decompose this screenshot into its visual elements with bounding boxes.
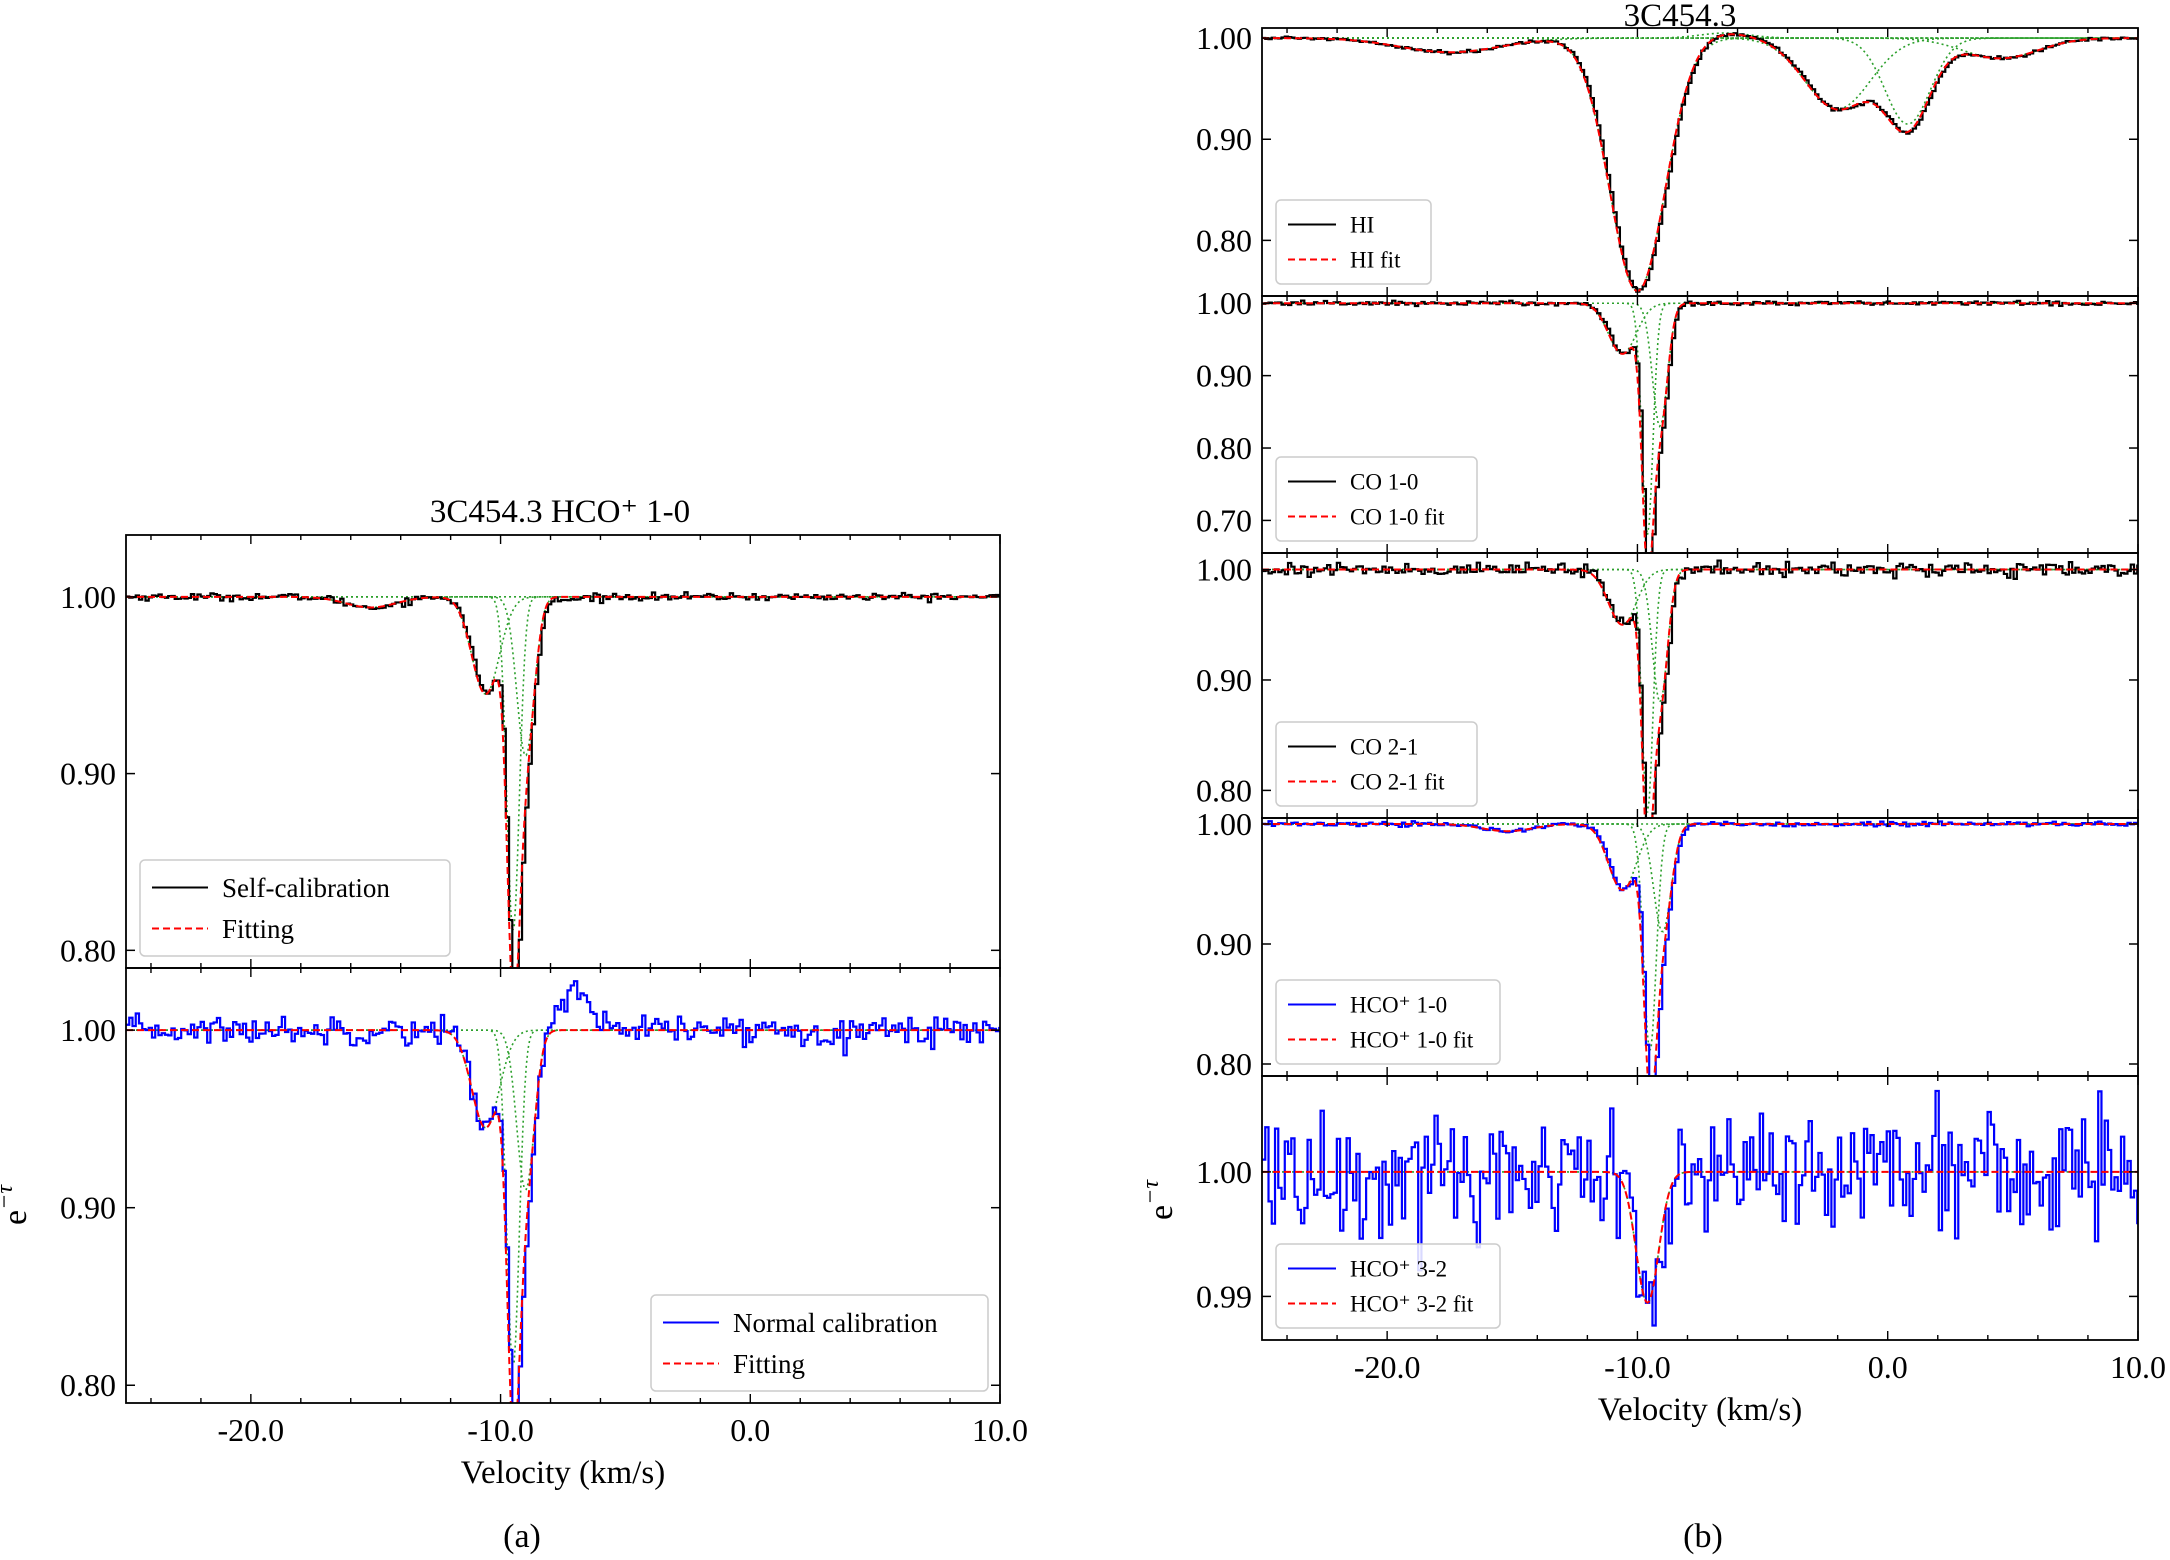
legend-label: HI <box>1350 213 1374 238</box>
y-tick-label: 0.90 <box>1196 926 1252 962</box>
plot-a-self-calibration: 0.80 0.90 1.00 Self-calibration Fitting <box>60 534 1001 969</box>
fit-series-line <box>126 595 1000 968</box>
fit-series-line <box>1262 823 2138 1076</box>
panel-a-ylabel-base: e <box>0 1210 34 1225</box>
x-tick-label: -10.0 <box>467 1412 534 1448</box>
y-tick-label: 0.80 <box>1196 222 1252 258</box>
plot-b-hco-1-0: 0.80 0.90 1.00 HCO⁺ 1-0 HCO⁺ 1-0 fit <box>1196 806 2139 1082</box>
svg-text:e−τ: e−τ <box>1138 1179 1180 1220</box>
axes-frame <box>125 967 1001 1404</box>
legend: CO 1-0 CO 1-0 fit <box>1275 456 1478 542</box>
y-tick-label: 0.90 <box>60 1190 116 1226</box>
x-tick-label: -20.0 <box>1354 1349 1421 1385</box>
y-tick-label: 1.00 <box>1196 806 1252 842</box>
plot-b-co-1-0: 0.70 0.80 0.90 1.00 CO 1-0 CO 1-0 fit <box>1196 285 2139 554</box>
legend-box <box>1275 721 1478 807</box>
legend-box <box>1275 979 1501 1065</box>
y-tick-label: 0.90 <box>1196 121 1252 157</box>
y-tick-label: 1.00 <box>60 579 116 615</box>
y-tick-label: 0.90 <box>1196 662 1252 698</box>
y-tick-label: 0.80 <box>60 1367 116 1403</box>
panel-b-xlabel: Velocity (km/s) <box>1598 1392 1802 1428</box>
x-tick-label: 10.0 <box>972 1412 1028 1448</box>
legend-box <box>1275 199 1432 285</box>
fit-series-line <box>1262 33 2138 292</box>
panel-a-xlabel: Velocity (km/s) <box>461 1455 665 1491</box>
panel-b-caption: (b) <box>1683 1518 1723 1555</box>
panel-a-ylabel: e−τ <box>0 1184 34 1225</box>
fit-series-line <box>1262 1170 2138 1304</box>
legend-box <box>1275 456 1478 542</box>
legend-label: HI fit <box>1350 248 1401 273</box>
legend-label: HCO⁺ 1-0 <box>1350 993 1447 1018</box>
legend: Self-calibration Fitting <box>139 859 451 957</box>
legend: HCO⁺ 1-0 HCO⁺ 1-0 fit <box>1275 979 1501 1065</box>
y-tick-label: 1.00 <box>1196 285 1252 321</box>
legend-label: CO 1-0 <box>1350 470 1418 495</box>
x-tick-label: -10.0 <box>1604 1349 1671 1385</box>
legend-label: HCO⁺ 3-2 <box>1350 1257 1447 1282</box>
fit-series-line <box>1262 568 2138 818</box>
legend-box <box>1275 1243 1501 1329</box>
panel-a-caption: (a) <box>503 1518 541 1555</box>
y-tick-label: 0.80 <box>1196 430 1252 466</box>
legend-label: Normal calibration <box>733 1308 938 1338</box>
legend-label: CO 1-0 fit <box>1350 505 1445 530</box>
x-tick-label: 0.0 <box>730 1412 770 1448</box>
y-tick-label: 0.80 <box>1196 1046 1252 1082</box>
legend-label: HCO⁺ 1-0 fit <box>1350 1028 1474 1053</box>
legend-label: Self-calibration <box>222 873 390 903</box>
legend-label: HCO⁺ 3-2 fit <box>1350 1292 1474 1317</box>
data-series-line <box>126 980 1000 1403</box>
svg-text:e−τ: e−τ <box>0 1184 34 1225</box>
panel-a-title: 3C454.3 HCO⁺ 1-0 <box>430 494 690 530</box>
fit-series-line <box>1262 302 2138 553</box>
y-tick-label: 1.00 <box>1196 20 1252 56</box>
panel-a: 3C454.3 HCO⁺ 1-0 0.80 0.90 1.00 Self-calibr… <box>0 494 1028 1555</box>
plot-a-normal-calibration: 0.80 0.90 1.00 -20.0 -10.0 0.0 10.0 Normal cali… <box>60 967 1028 1448</box>
legend: HI HI fit <box>1275 199 1432 285</box>
legend-label: CO 2-1 fit <box>1350 770 1445 795</box>
y-tick-label: 0.80 <box>1196 772 1252 808</box>
axes-frame <box>1261 1075 2139 1341</box>
legend: HCO⁺ 3-2 HCO⁺ 3-2 fit <box>1275 1243 1501 1329</box>
panel-b-ylabel-sup: −τ <box>1138 1179 1164 1205</box>
y-tick-label: 0.99 <box>1196 1278 1252 1314</box>
legend-label: Fitting <box>222 914 294 944</box>
legend-label: Fitting <box>733 1349 805 1379</box>
legend: CO 2-1 CO 2-1 fit <box>1275 721 1478 807</box>
component-curve <box>1262 37 2138 60</box>
legend-label: CO 2-1 <box>1350 735 1418 760</box>
y-tick-label: 0.80 <box>60 932 116 968</box>
legend-box <box>139 859 451 957</box>
y-tick-label: 0.90 <box>1196 358 1252 394</box>
plot-b-hi: 0.80 0.90 1.00 HI HI fit <box>1196 20 2139 297</box>
panel-a-ylabel-sup: −τ <box>0 1184 18 1210</box>
data-series-line <box>1262 559 2138 818</box>
data-series-line <box>1262 1089 2138 1327</box>
y-tick-label: 1.00 <box>1196 552 1252 588</box>
y-tick-label: 0.70 <box>1196 502 1252 538</box>
x-tick-label: 0.0 <box>1868 1349 1908 1385</box>
x-tick-label: -20.0 <box>218 1412 285 1448</box>
fit-series-line <box>126 1029 1000 1403</box>
panel-b-ylabel: e−τ <box>1138 1179 1180 1220</box>
x-tick-label: 10.0 <box>2110 1349 2166 1385</box>
legend-box <box>650 1294 989 1392</box>
y-tick-label: 0.90 <box>60 756 116 792</box>
legend: Normal calibration Fitting <box>650 1294 989 1392</box>
y-tick-label: 1.00 <box>1196 1154 1252 1190</box>
panel-b-ylabel-base: e <box>1143 1205 1180 1220</box>
y-tick-label: 1.00 <box>60 1012 116 1048</box>
